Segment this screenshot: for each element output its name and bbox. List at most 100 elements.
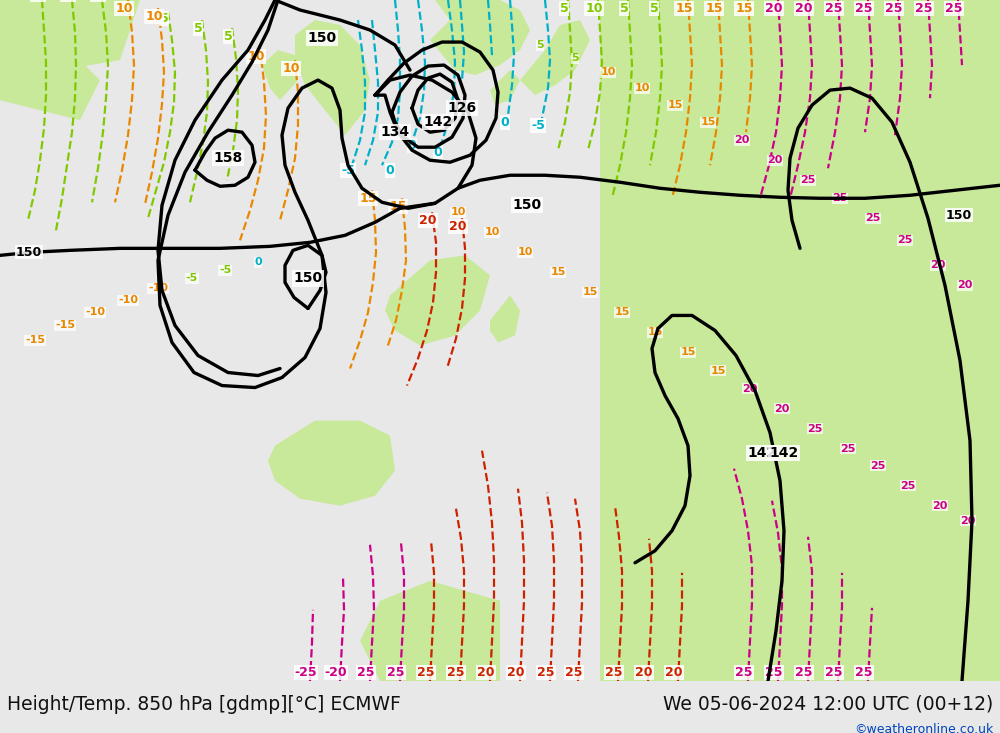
Text: 5: 5: [560, 1, 568, 15]
Text: 25: 25: [447, 666, 465, 679]
Text: 20: 20: [767, 155, 783, 165]
Polygon shape: [262, 50, 298, 100]
Text: 25: 25: [605, 666, 623, 679]
Text: 15: 15: [705, 1, 723, 15]
Text: 150: 150: [16, 246, 42, 259]
Text: 25: 25: [565, 666, 583, 679]
Text: -5: -5: [341, 163, 355, 177]
Text: 0: 0: [434, 146, 442, 159]
Text: -10: -10: [85, 307, 105, 317]
Text: 5: 5: [160, 12, 168, 24]
Text: 15: 15: [359, 192, 377, 205]
Polygon shape: [0, 0, 140, 80]
Text: 25: 25: [855, 1, 873, 15]
Text: 20: 20: [932, 501, 948, 511]
Text: 20: 20: [742, 383, 758, 394]
Text: We 05-06-2024 12:00 UTC (00+12): We 05-06-2024 12:00 UTC (00+12): [663, 695, 993, 714]
Text: 5: 5: [224, 29, 232, 43]
Text: 25: 25: [800, 175, 816, 185]
Polygon shape: [295, 20, 370, 135]
Text: 10: 10: [247, 50, 265, 62]
Text: 20: 20: [957, 281, 973, 290]
Text: 10: 10: [517, 247, 533, 257]
Text: 142: 142: [769, 446, 799, 460]
Text: 0: 0: [386, 163, 394, 177]
Polygon shape: [435, 0, 490, 30]
Text: 5: 5: [194, 21, 202, 34]
Polygon shape: [0, 30, 100, 120]
Text: 25: 25: [832, 194, 848, 203]
Text: 142: 142: [747, 446, 777, 460]
Text: 15: 15: [700, 117, 716, 127]
Text: -15: -15: [25, 336, 45, 345]
Text: -5: -5: [531, 119, 545, 132]
Text: 15: 15: [680, 347, 696, 358]
Text: -5: -5: [186, 273, 198, 284]
Text: 15: 15: [710, 366, 726, 375]
Text: 25: 25: [807, 424, 823, 434]
Text: 25: 25: [855, 666, 873, 679]
Text: 126: 126: [447, 101, 477, 115]
Text: 25: 25: [735, 666, 753, 679]
Text: 25: 25: [765, 666, 783, 679]
Text: 5: 5: [650, 1, 658, 15]
Text: 25: 25: [825, 1, 843, 15]
Text: 0: 0: [408, 139, 416, 152]
Text: 20: 20: [734, 135, 750, 145]
Text: 15: 15: [667, 100, 683, 110]
Text: 150: 150: [946, 209, 972, 222]
Text: 25: 25: [900, 481, 916, 490]
Polygon shape: [490, 295, 520, 342]
Text: 10: 10: [145, 10, 163, 23]
Text: -10: -10: [148, 284, 168, 293]
Text: 15: 15: [582, 287, 598, 298]
Text: 15: 15: [675, 1, 693, 15]
Text: 25: 25: [387, 666, 405, 679]
Text: 20: 20: [930, 260, 946, 270]
Text: 150: 150: [307, 31, 337, 45]
Text: 20: 20: [765, 1, 783, 15]
Text: 142: 142: [423, 115, 453, 129]
Text: 15: 15: [614, 307, 630, 317]
Text: 20: 20: [795, 1, 813, 15]
Text: -5: -5: [61, 0, 75, 1]
Polygon shape: [430, 0, 530, 75]
Text: -5: -5: [91, 0, 105, 1]
Text: 5: 5: [571, 53, 579, 63]
Text: 10: 10: [282, 62, 300, 75]
Text: -20: -20: [325, 666, 347, 679]
Text: 0: 0: [254, 257, 262, 268]
Text: 10: 10: [600, 67, 616, 77]
Text: 10: 10: [450, 207, 466, 217]
Text: 25: 25: [915, 1, 933, 15]
Text: 20: 20: [635, 666, 653, 679]
Text: -10: -10: [118, 295, 138, 306]
Text: 25: 25: [825, 666, 843, 679]
Text: 25: 25: [865, 213, 881, 224]
Text: 15: 15: [735, 1, 753, 15]
Polygon shape: [360, 581, 500, 681]
Text: 150: 150: [293, 271, 323, 285]
Text: 20: 20: [507, 666, 525, 679]
Text: 20: 20: [419, 214, 437, 226]
Text: 0: 0: [501, 116, 509, 129]
Text: ©weatheronline.co.uk: ©weatheronline.co.uk: [854, 723, 993, 733]
Text: 15: 15: [389, 200, 407, 213]
Text: 25: 25: [897, 235, 913, 246]
Text: 25: 25: [537, 666, 555, 679]
Polygon shape: [385, 255, 490, 345]
Text: 20: 20: [665, 666, 683, 679]
Text: -5: -5: [31, 0, 45, 1]
Text: 25: 25: [840, 443, 856, 454]
Text: 10: 10: [115, 1, 133, 15]
Text: 158: 158: [213, 151, 243, 165]
Text: 20: 20: [477, 666, 495, 679]
Text: -5: -5: [219, 265, 231, 276]
Text: 5: 5: [536, 40, 544, 50]
Polygon shape: [490, 70, 520, 105]
Polygon shape: [268, 421, 395, 506]
Text: 25: 25: [357, 666, 375, 679]
Text: 5: 5: [620, 1, 628, 15]
Text: 20: 20: [774, 404, 790, 413]
Text: 10: 10: [585, 1, 603, 15]
